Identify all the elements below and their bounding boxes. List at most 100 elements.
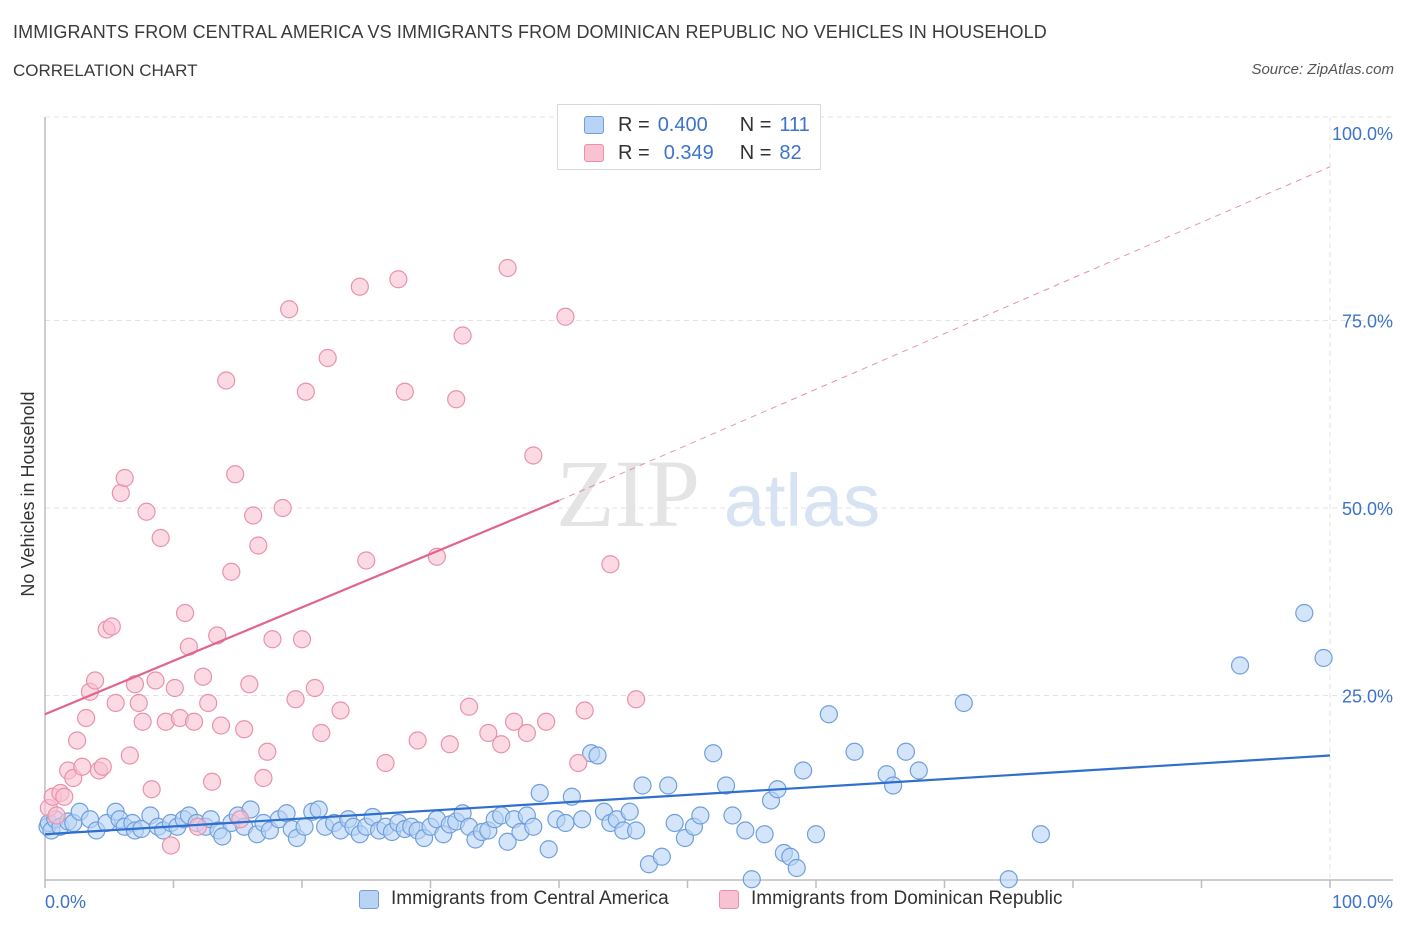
x-tick-label: 100.0% [1332,892,1393,912]
data-point-central-america [1314,648,1333,668]
data-point-dominican-republic [146,671,165,690]
data-point-dominican-republic [280,300,299,319]
data-point-central-america [573,810,592,829]
data-point-dominican-republic [273,498,292,518]
data-point-central-america [819,705,838,724]
data-point-central-america [556,813,575,833]
legend-n-value: 111 [779,113,810,136]
data-point-dominican-republic [626,690,646,709]
data-point-dominican-republic [231,810,250,829]
data-point-dominican-republic [111,483,130,503]
data-point-central-america [794,761,813,780]
axis-labels: 100.0% 75.0% 50.0% 25.0% 0.0% 100.0% No Vehicl… [18,124,1393,912]
data-point-dominican-republic [459,697,479,716]
bottom-legend-swatch-pink [719,889,739,909]
data-point-central-america [716,776,736,795]
data-point-central-america [845,742,864,761]
data-point-dominican-republic [286,690,305,709]
data-point-dominican-republic [77,708,96,728]
data-point-central-america [806,825,826,844]
data-point-dominican-republic [240,675,259,694]
data-point-central-america [539,840,558,859]
trend-line-extension [558,166,1331,501]
data-point-dominican-republic [115,468,134,488]
y-tick-label: 25.0% [1342,687,1393,707]
axes [44,117,1393,888]
data-point-dominican-republic [408,731,427,750]
data-point-dominican-republic [357,551,376,570]
data-point-central-america [530,783,549,803]
data-point-dominican-republic [151,528,170,548]
trend-line-dominican-republic [44,499,560,716]
watermark-zip: ZIP [556,440,700,547]
legend-r-value: 0.349 [663,141,714,164]
data-point-central-america [309,800,328,819]
data-point-dominican-republic [188,817,208,836]
data-point-dominican-republic [165,678,184,698]
data-point-dominican-republic [492,735,511,754]
data-point-dominican-republic [184,712,204,731]
data-point-dominican-republic [312,723,331,743]
data-point-dominican-republic [318,348,337,368]
trend-line-central-america [44,754,1331,836]
legend-row-central-america: R = 0.400 N = 111 [584,113,810,137]
source-credit: Source: ZipAtlas.com [1251,61,1394,78]
data-point-dominican-republic [296,382,315,401]
legend-n-label: N = [739,141,772,164]
data-point-central-america [1230,656,1250,675]
data-point-dominican-republic [68,731,87,750]
data-point-central-america [883,776,903,795]
chart-title: IMMIGRANTS FROM CENTRAL AMERICA VS IMMIG… [13,22,1047,42]
data-point-central-america [1031,825,1050,844]
data-point-central-america [691,806,710,825]
data-point-central-america [909,761,928,780]
data-point-central-america [295,817,314,836]
data-point-central-america [498,832,517,851]
chart-subtitle: CORRELATION CHART [13,61,198,80]
data-point-dominican-republic [202,772,222,791]
data-point-dominican-republic [331,701,350,720]
trend-lines [44,166,1331,836]
data-point-dominican-republic [55,787,74,806]
watermark-atlas: atlas [724,459,880,542]
data-point-dominican-republic [106,693,125,713]
data-point-dominican-republic [569,753,588,773]
data-point-central-america [588,746,607,765]
data-point-dominican-republic [447,390,466,409]
data-point-central-america [742,870,761,889]
data-point-dominican-republic [537,712,556,731]
data-point-dominican-republic [453,326,472,345]
x-tick-label: 0.0% [45,892,86,912]
legend-row-dominican-republic: R = 0.349 N = 82 [584,141,802,165]
data-point-dominican-republic [556,307,575,326]
data-point-dominican-republic [142,780,161,799]
data-point-dominican-republic [292,630,312,649]
y-tick-label: 100.0% [1332,124,1393,144]
legend-swatch-blue [584,116,604,134]
data-point-dominican-republic [73,757,92,776]
watermark: ZIP atlas [556,440,880,547]
stats-legend: R = 0.400 N = 111 R = 0.349 N = 82 [557,104,821,170]
bottom-legend-label: Immigrants from Central America [391,888,669,909]
data-point-dominican-republic [208,626,227,645]
data-point-dominican-republic [263,630,282,649]
legend-r-value: 0.400 [657,113,708,136]
data-point-central-america [213,827,232,846]
data-point-dominican-republic [498,258,517,278]
data-point-dominican-republic [175,603,195,623]
data-point-dominican-republic [517,723,536,743]
data-point-dominican-republic [376,753,395,773]
data-points [38,258,1333,889]
data-point-central-america [652,847,671,866]
data-point-dominican-republic [133,712,152,731]
grid-lines [45,116,1393,880]
data-point-dominican-republic [258,742,277,761]
bottom-legend-dominican-republic: Immigrants from Dominican Republic [719,888,1063,910]
data-point-dominican-republic [93,757,112,776]
y-tick-label: 75.0% [1342,312,1393,332]
legend-n-value: 82 [779,141,802,164]
data-point-dominican-republic [575,701,594,720]
data-point-dominican-republic [129,693,148,713]
data-point-central-america [704,744,723,763]
data-point-dominican-republic [254,768,273,788]
